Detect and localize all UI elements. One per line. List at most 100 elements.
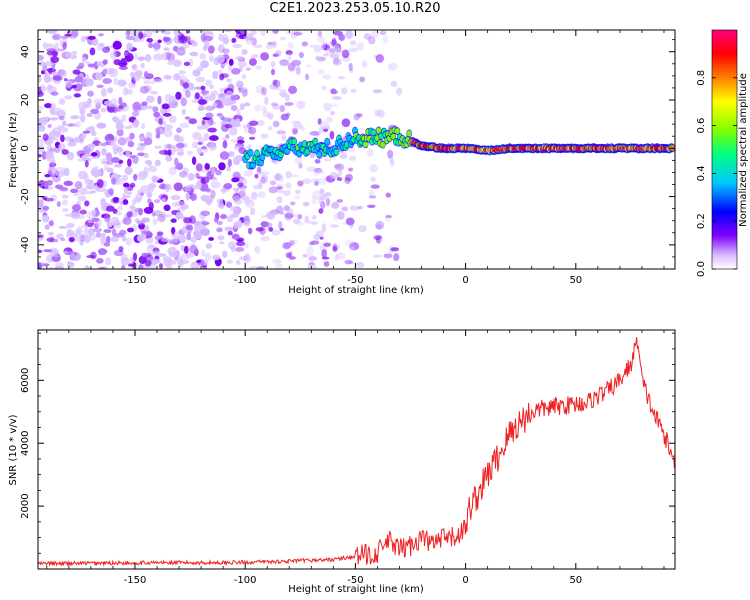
noise-speck	[341, 206, 349, 212]
noise-speck	[86, 211, 95, 220]
noise-speck	[246, 144, 252, 150]
noise-speck	[289, 174, 300, 178]
noise-speck	[134, 207, 144, 213]
noise-speck	[38, 75, 42, 84]
noise-speck	[241, 49, 248, 55]
noise-speck	[50, 102, 56, 111]
noise-speck	[321, 249, 328, 259]
noise-speck	[175, 91, 182, 100]
ridge-core	[259, 154, 265, 161]
noise-speck	[171, 234, 179, 243]
noise-speck	[154, 240, 159, 245]
noise-speck	[320, 125, 331, 131]
noise-speck	[200, 85, 206, 91]
noise-speck	[78, 62, 85, 69]
noise-speck	[82, 130, 91, 134]
noise-speck	[71, 30, 79, 38]
noise-speck	[235, 241, 246, 247]
noise-speck	[165, 154, 173, 162]
noise-speck	[322, 74, 332, 80]
noise-speck	[339, 153, 348, 160]
noise-speck	[375, 223, 382, 230]
noise-speck	[161, 103, 170, 110]
noise-speck	[136, 234, 145, 242]
snr-x-axis-label: Height of straight line (km)	[288, 584, 424, 595]
noise-speck	[350, 246, 355, 251]
noise-speck	[294, 155, 303, 165]
noise-speck	[49, 117, 59, 121]
noise-speck	[140, 62, 145, 69]
noise-speck	[250, 30, 257, 35]
noise-speck	[245, 67, 252, 71]
noise-speck	[42, 205, 50, 211]
noise-speck	[170, 194, 181, 201]
colorbar-tick-label: 0.2	[696, 213, 707, 229]
noise-speck	[154, 159, 161, 167]
noise-speck	[67, 262, 75, 268]
noise-speck	[44, 150, 54, 160]
x-tick-label: 50	[569, 575, 582, 586]
noise-speck	[195, 172, 200, 179]
noise-speck	[131, 199, 137, 206]
noise-speck	[134, 53, 139, 60]
noise-speck	[103, 165, 110, 172]
noise-speck	[288, 85, 298, 95]
noise-speck	[163, 204, 171, 212]
noise-speck	[276, 205, 284, 214]
noise-speck	[125, 42, 134, 51]
noise-speck	[372, 89, 383, 94]
noise-speck	[175, 211, 181, 220]
noise-speck	[276, 186, 283, 190]
noise-speck	[298, 51, 304, 59]
noise-speck	[232, 156, 238, 163]
noise-speck	[187, 172, 195, 181]
noise-speck	[140, 142, 147, 147]
noise-speck	[115, 146, 124, 153]
noise-speck	[184, 184, 192, 192]
noise-speck	[349, 219, 354, 229]
noise-speck	[349, 205, 360, 211]
noise-speck	[189, 215, 196, 225]
noise-speck	[257, 181, 264, 189]
noise-speck	[248, 120, 259, 126]
noise-speck	[102, 59, 108, 65]
noise-speck	[230, 212, 240, 219]
noise-speck	[276, 189, 285, 194]
noise-speck	[200, 210, 211, 217]
noise-speck	[143, 206, 154, 214]
noise-speck	[205, 243, 213, 249]
noise-speck	[180, 244, 185, 252]
noise-speck	[330, 95, 340, 100]
noise-speck	[185, 192, 191, 201]
noise-speck	[245, 252, 250, 257]
noise-speck	[189, 51, 199, 57]
spectrogram-heat-layer	[38, 30, 675, 269]
noise-speck	[127, 82, 137, 89]
noise-speck	[106, 221, 113, 228]
noise-speck	[249, 207, 256, 216]
noise-speck	[162, 31, 171, 35]
noise-speck	[213, 216, 219, 223]
noise-speck	[144, 224, 150, 232]
noise-speck	[383, 253, 393, 259]
noise-speck	[335, 252, 346, 260]
noise-speck	[150, 250, 161, 256]
noise-speck	[243, 254, 251, 263]
noise-speck	[61, 149, 69, 155]
noise-speck	[102, 67, 113, 75]
noise-speck	[141, 101, 148, 107]
noise-speck	[54, 42, 59, 50]
noise-speck	[163, 128, 173, 138]
noise-speck	[127, 227, 135, 233]
noise-speck	[255, 266, 266, 269]
noise-speck	[56, 201, 61, 208]
noise-speck	[197, 141, 203, 145]
noise-speck	[235, 80, 244, 89]
noise-speck	[375, 54, 384, 63]
noise-speck	[210, 181, 221, 189]
noise-speck	[83, 173, 89, 182]
noise-speck	[157, 39, 162, 44]
noise-speck	[56, 233, 64, 240]
noise-speck	[80, 133, 87, 140]
ridge-core	[394, 128, 400, 135]
